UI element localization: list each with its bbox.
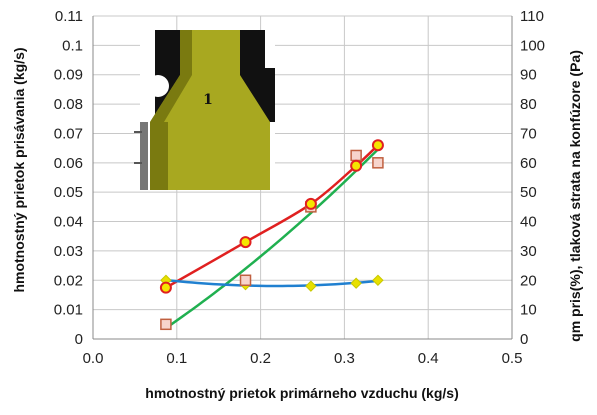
square-marker: [239, 274, 252, 287]
y-left-tick-label: 0.02: [54, 272, 83, 289]
y-right-tick-label: 0: [520, 331, 528, 348]
x-tick-label: 0.2: [250, 350, 271, 367]
y-axis-left-title: hmotnostný prietok prisávania (kg/s): [11, 47, 27, 292]
y-left-tick-label: 0.05: [54, 184, 83, 201]
x-tick-label: 0.4: [418, 350, 439, 367]
y-left-tick-label: 0.04: [54, 214, 83, 231]
diamond-marker: [350, 277, 362, 289]
y-right-tick-label: 20: [520, 272, 537, 289]
x-axis-title: hmotnostný prietok primárneho vzduchu (k…: [145, 385, 458, 401]
inset-wall: [140, 122, 148, 190]
x-tick-label: 0.3: [334, 350, 355, 367]
y-right-tick-label: 50: [520, 184, 537, 201]
circle-marker: [371, 139, 384, 152]
square-marker: [350, 149, 362, 162]
x-tick-label: 0.5: [502, 350, 523, 367]
y-right-tick-label: 90: [520, 67, 537, 84]
y-right-tick-label: 30: [520, 243, 537, 260]
y-right-tick-label: 40: [520, 214, 537, 231]
y-left-tick-label: 0.01: [54, 302, 83, 319]
inset-label: 1: [203, 92, 213, 108]
x-tick-label: 0.1: [166, 350, 187, 367]
y-left-tick-label: 0.09: [54, 67, 83, 84]
y-left-tick-label: 0: [75, 331, 83, 348]
y-left-tick-label: 0.03: [54, 243, 83, 260]
diamond-marker: [372, 274, 384, 286]
circle-marker: [159, 281, 172, 294]
y-left-tick-label: 0.07: [54, 125, 83, 142]
square-marker: [160, 318, 172, 331]
circle-marker: [350, 159, 363, 172]
inset-diagram: 1: [134, 30, 275, 190]
x-tick-label: 0.0: [83, 350, 104, 367]
y-right-tick-label: 110: [520, 8, 544, 25]
y-right-tick-label: 10: [520, 302, 537, 319]
axes: [92, 16, 513, 340]
circle-marker: [239, 236, 252, 249]
y-right-tick-label: 70: [520, 125, 537, 142]
trend-line: [165, 148, 379, 330]
square-marker: [372, 157, 384, 169]
inset-tube-shade: [180, 30, 192, 75]
inset-cone-shade: [150, 75, 192, 122]
y-left-tick-label: 0.11: [55, 8, 83, 25]
trend-line: [165, 278, 379, 288]
inset-inlet-hole: [147, 75, 169, 97]
circle-marker: [304, 197, 317, 210]
y-right-tick-label: 60: [520, 155, 537, 172]
y-axis-right-title: qm pris(%), tlaková strata na konfúzore …: [567, 50, 583, 342]
inset-body: [150, 122, 270, 190]
diamond-marker: [305, 280, 317, 292]
y-left-tick-label: 0.1: [62, 37, 83, 54]
inset-body-shade: [150, 122, 168, 190]
y-right-tick-label: 100: [520, 37, 545, 54]
series-markers: [159, 139, 384, 331]
y-right-tick-label: 80: [520, 96, 537, 113]
y-left-tick-label: 0.06: [54, 155, 83, 172]
y-left-tick-label: 0.08: [54, 96, 83, 113]
tick-labels: 0.0 0.1 0.2 0.3 0.4 0.5 0 0.01 0.02 0.03 0.04 0.05 0…: [54, 8, 545, 367]
